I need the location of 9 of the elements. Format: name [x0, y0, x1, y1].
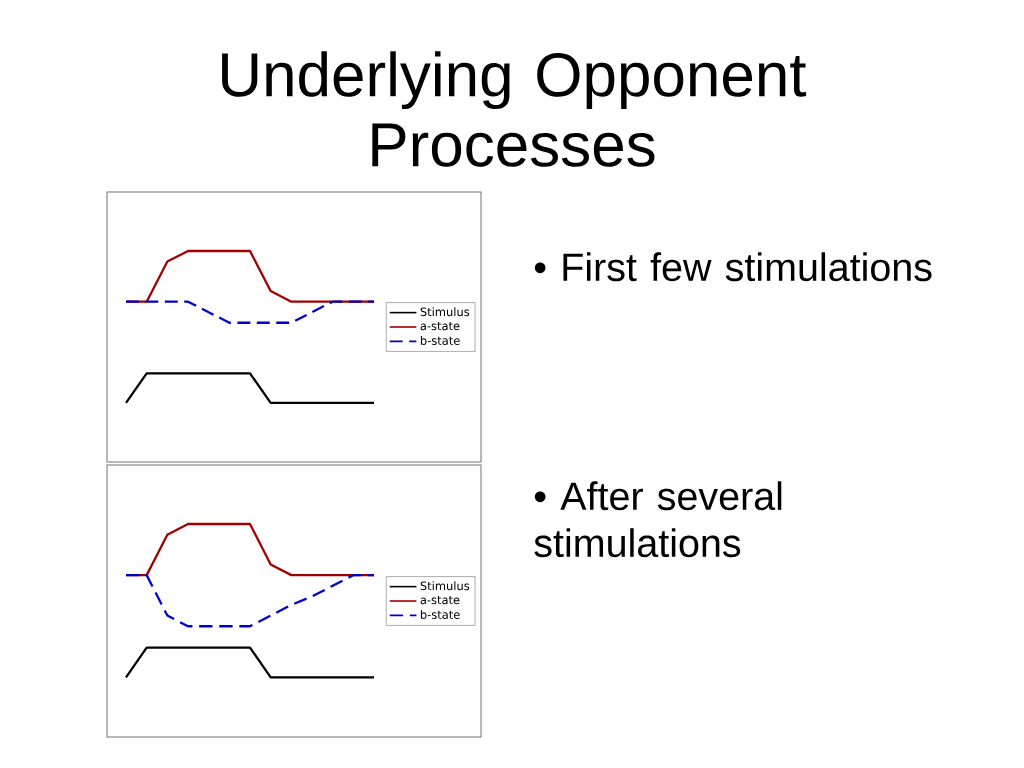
text: • After several stimulations: [534, 481, 782, 558]
legend-label: a-state: [420, 595, 460, 605]
text: • First few stimulations: [534, 252, 932, 282]
legend-label: b-state: [420, 336, 460, 345]
legend-label: a-state: [420, 321, 460, 331]
legend-label: Stimulus: [420, 307, 470, 317]
legend-label: Stimulus: [420, 581, 470, 591]
text: Underlying Opponent Processes: [222, 51, 807, 167]
legend-label: b-state: [420, 610, 460, 619]
